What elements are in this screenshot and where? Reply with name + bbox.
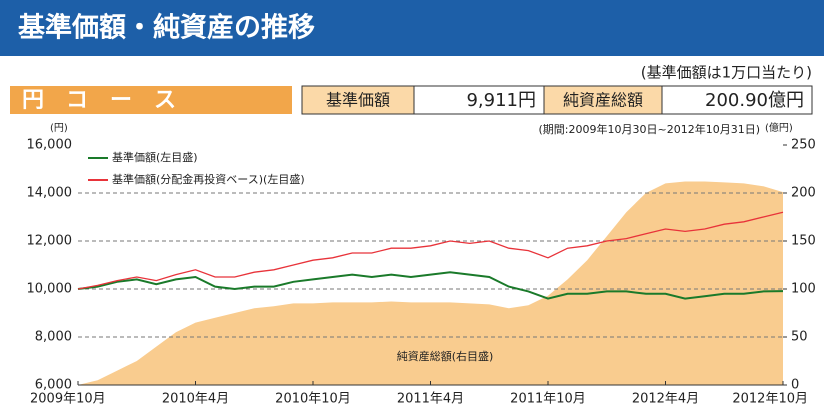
x-tick-label: 2011年4月 (397, 392, 464, 407)
y-tick-label: 6,000 (35, 378, 72, 393)
y2-tick-label: 200 (791, 186, 816, 201)
area (78, 181, 783, 385)
y2-tick-label: 50 (791, 330, 808, 345)
y-unit: (円) (50, 123, 68, 134)
y2-tick-label: 0 (791, 378, 799, 393)
title-bar (0, 0, 824, 56)
y-tick-label: 8,000 (35, 330, 72, 345)
y2-tick-label: 100 (791, 282, 816, 297)
line (77, 271, 784, 300)
y-tick-label: 10,000 (27, 282, 73, 297)
y2-tick-label: 250 (791, 138, 816, 153)
legend-label: 基準価額(分配金再投資ベース)(左目盛) (112, 172, 305, 186)
x-tick-label: 2009年10月 (30, 392, 106, 407)
title: 基準価額・純資産の推移 (18, 12, 315, 44)
cell-text: 基準価額 (326, 91, 390, 110)
cell-text: 9,911円 (466, 90, 536, 111)
x-tick-label: 2010年10月 (275, 392, 351, 407)
annotation: 純資産総額(右目盛) (397, 349, 494, 363)
note: (基準価額は1万口当たり) (641, 64, 812, 82)
x-tick-label: 2011年10月 (510, 392, 586, 407)
y-tick-label: 14,000 (27, 186, 73, 201)
value-table: 基準価額 9,911円 純資産総額 200.90億円 (301, 85, 813, 115)
legend-label: 基準価額(左目盛) (112, 150, 198, 164)
y-tick-label: 16,000 (27, 138, 73, 153)
y2-unit: (億円) (765, 121, 793, 134)
cell (661, 85, 813, 115)
cell (301, 85, 415, 115)
course-box (10, 86, 292, 114)
period: (期間:2009年10月30日~2012年10月31日) (539, 122, 760, 136)
course: 円 コ ー ス (22, 88, 176, 113)
y2-tick-label: 150 (791, 234, 816, 249)
cell-text: 純資産総額 (563, 91, 643, 110)
y-tick-label: 12,000 (27, 234, 73, 249)
cell-text: 200.90億円 (705, 90, 804, 111)
x-tick-label: 2012年10月 (732, 392, 808, 407)
x-tick-label: 2012年4月 (632, 392, 699, 407)
line (77, 211, 784, 290)
x-tick-label: 2010年4月 (162, 392, 229, 407)
